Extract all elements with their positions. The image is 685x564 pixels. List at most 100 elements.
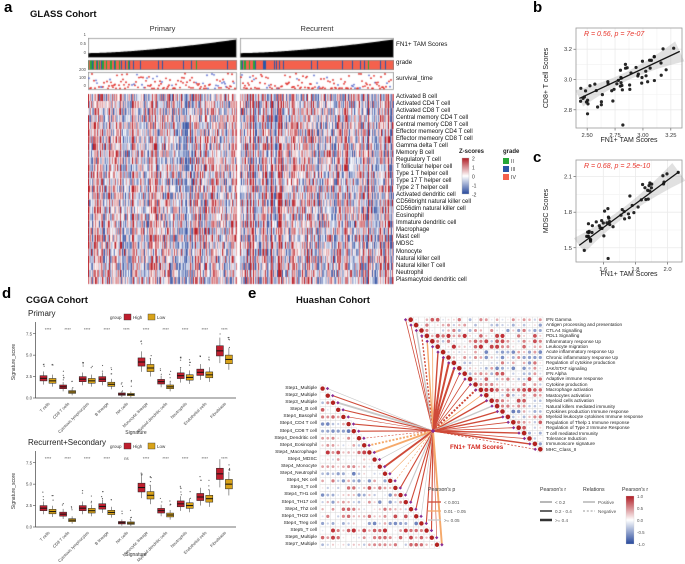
network-left-label: Step4_TH22 cell — [281, 513, 317, 519]
heatmap-row-labels: Activated B cell Activated CD4 T cell Acti… — [396, 94, 473, 284]
svg-text:2: 2 — [472, 157, 475, 163]
network-right-label: CTLA4 Signalling — [546, 327, 583, 333]
network-left-label: Step4_CD8 T cell — [279, 428, 317, 434]
network-right-label: Immunoscore signature — [546, 441, 595, 447]
heatmap-row-label: Regulatory T cell — [396, 156, 441, 163]
svg-text:High: High — [133, 315, 143, 320]
network-right-label: Adaptive immune response — [546, 376, 603, 382]
network-edges — [327, 319, 536, 545]
svg-text:III: III — [511, 167, 515, 173]
track-tick: 0 — [83, 50, 86, 55]
track-tick: 1 — [83, 32, 86, 37]
boxplot-recurrent: group High Low 0.0 2.5 5.0 7.5 Signature_score *… — [11, 442, 236, 563]
scatter-b-ylabel: CD8+ T cell Scores — [543, 47, 550, 109]
heatmap-row-label: Effector memeory CD4 T cell — [396, 128, 473, 135]
svg-text:Neutrophils: Neutrophils — [169, 530, 188, 549]
svg-text:7.5: 7.5 — [26, 460, 33, 465]
network-left-label: Step1_Multiple — [285, 386, 317, 391]
network-left-label: Step4_Monocyte — [280, 464, 317, 470]
network-right-label: Chronic inflammatory response Up — [546, 354, 619, 360]
svg-text:0.0: 0.0 — [26, 525, 33, 530]
network-right-labels: IFN Gamma Antigen processing and presenta… — [546, 317, 643, 452]
svg-text:B lineage: B lineage — [94, 530, 110, 546]
track-tick: 100 — [79, 75, 86, 80]
svg-text:2.8: 2.8 — [564, 108, 572, 114]
svg-text:****: **** — [64, 456, 71, 461]
track-label-fn1: FN1+ TAM Scores — [396, 41, 448, 48]
pearson-p-legend-title: Pearson's p — [428, 487, 456, 493]
svg-text:5.0: 5.0 — [26, 482, 33, 487]
svg-text:****: **** — [84, 327, 91, 332]
network-left-label: Step5_T cell — [290, 527, 317, 533]
svg-text:B lineage: B lineage — [94, 401, 110, 417]
heatmap-row-label: Immature dendritic cell — [396, 220, 457, 227]
network-left-label: Step4_Basophil — [283, 414, 317, 420]
huashan-cohort-title: Huashan Cohort — [296, 295, 370, 306]
network-right-label: T cell mediated Immunity — [546, 430, 599, 436]
svg-text:1.0: 1.0 — [637, 494, 644, 499]
svg-text:Signature_score: Signature_score — [11, 473, 17, 510]
heatmap-row-label: Type 2 T helper cell — [396, 185, 449, 192]
svg-text:2.50: 2.50 — [582, 133, 593, 139]
network-left-label: Step2_Multiple — [285, 393, 317, 399]
track-tick: 0 — [83, 83, 86, 88]
network-left-label: Step4_TH1 cell — [284, 492, 317, 498]
svg-text:0.2 - 0.4: 0.2 - 0.4 — [555, 509, 572, 514]
svg-text:****: **** — [182, 456, 189, 461]
network-left-label: Step4_Neutrophil — [279, 471, 317, 477]
svg-text:3.0: 3.0 — [564, 78, 572, 84]
svg-text:Neutrophils: Neutrophils — [169, 401, 188, 420]
network-left-label: Step4_CD4 T cell — [279, 421, 317, 427]
zscore-legend-title: Z-scores — [459, 149, 485, 155]
panel-b-label: b — [533, 0, 543, 16]
svg-text:****: **** — [104, 456, 111, 461]
network-left-label: Step4_NK cell — [286, 478, 317, 484]
network-left-label: Step4_Macrophage — [275, 449, 317, 455]
svg-text:****: **** — [202, 327, 209, 332]
network-right-label: MHC_Class_II — [546, 446, 577, 452]
svg-text:T cells: T cells — [39, 401, 51, 413]
network-right-label: Regulation of Type 2 Immune Response — [546, 425, 630, 431]
heatmap-row-label: Neutrophil — [396, 269, 424, 276]
svg-text:3.2: 3.2 — [564, 47, 572, 53]
svg-text:T cells: T cells — [39, 530, 51, 542]
svg-text:****: **** — [182, 327, 189, 332]
svg-text:****: **** — [221, 327, 228, 332]
network-right-label: Acute inflammatory response Up — [546, 349, 614, 355]
heatmap-row-label: Natural killer cell — [396, 255, 441, 262]
svg-text:****: **** — [143, 327, 150, 332]
svg-text:****: **** — [123, 327, 130, 332]
network-legends: < 0.001 0.01 - 0.05 >= 0.05 < 0.2 0.2 - 0.4 >… — [428, 494, 645, 547]
network-right-label: Antigen processing and presentation — [546, 322, 623, 328]
svg-text:****: **** — [162, 327, 169, 332]
glass-cohort-title: GLASS Cohort — [30, 9, 97, 20]
svg-text:>= 0.05: >= 0.05 — [444, 518, 460, 523]
svg-text:****: **** — [45, 327, 52, 332]
scatter-b-xlabel: FN1+ TAM Scores — [600, 137, 658, 144]
network-left-label: Step4_Th2 cell — [285, 506, 317, 512]
svg-text:CD8 T cells: CD8 T cells — [52, 530, 71, 549]
heatmap-row-label: T follicular helper cell — [396, 163, 453, 170]
network-right-label: IFN Alpha — [546, 371, 567, 377]
scatter-c: 1.6 1.8 2.0 1.5 1.8 2.1 — [564, 159, 685, 273]
panel-e-label: e — [248, 285, 257, 302]
panel-d-label: d — [2, 285, 12, 302]
network-right-label: Cytokine production — [546, 381, 588, 387]
network-right-label: Myeloid cells activation — [546, 398, 594, 404]
svg-text:Low: Low — [157, 444, 166, 449]
pearson-r-width-legend-title: Pearson's r — [540, 487, 567, 493]
network-right-label: Mastocytes activation — [546, 392, 591, 398]
svg-text:1.5: 1.5 — [564, 246, 572, 252]
svg-text:0: 0 — [472, 175, 475, 181]
relations-legend-title: Relations — [583, 487, 605, 493]
grade-legend-title: grade — [503, 149, 520, 155]
cgga-cohort-title: CGGA Cohort — [26, 295, 88, 306]
heatmap-row-label: Macrophage — [396, 227, 430, 234]
network-right-label: Leukocyte migration — [546, 344, 588, 350]
svg-text:Negative: Negative — [598, 509, 617, 514]
heatmap-row-label: Monocyte — [396, 248, 423, 255]
svg-text:Signature_score: Signature_score — [11, 344, 17, 381]
heatmap-row-label: Central memory CD4 T cell — [396, 114, 469, 121]
network-right-label: Myeloid leukocyte cytokines Immune respo… — [546, 414, 643, 420]
heatmap-row-label: Natural killer T cell — [396, 262, 446, 269]
